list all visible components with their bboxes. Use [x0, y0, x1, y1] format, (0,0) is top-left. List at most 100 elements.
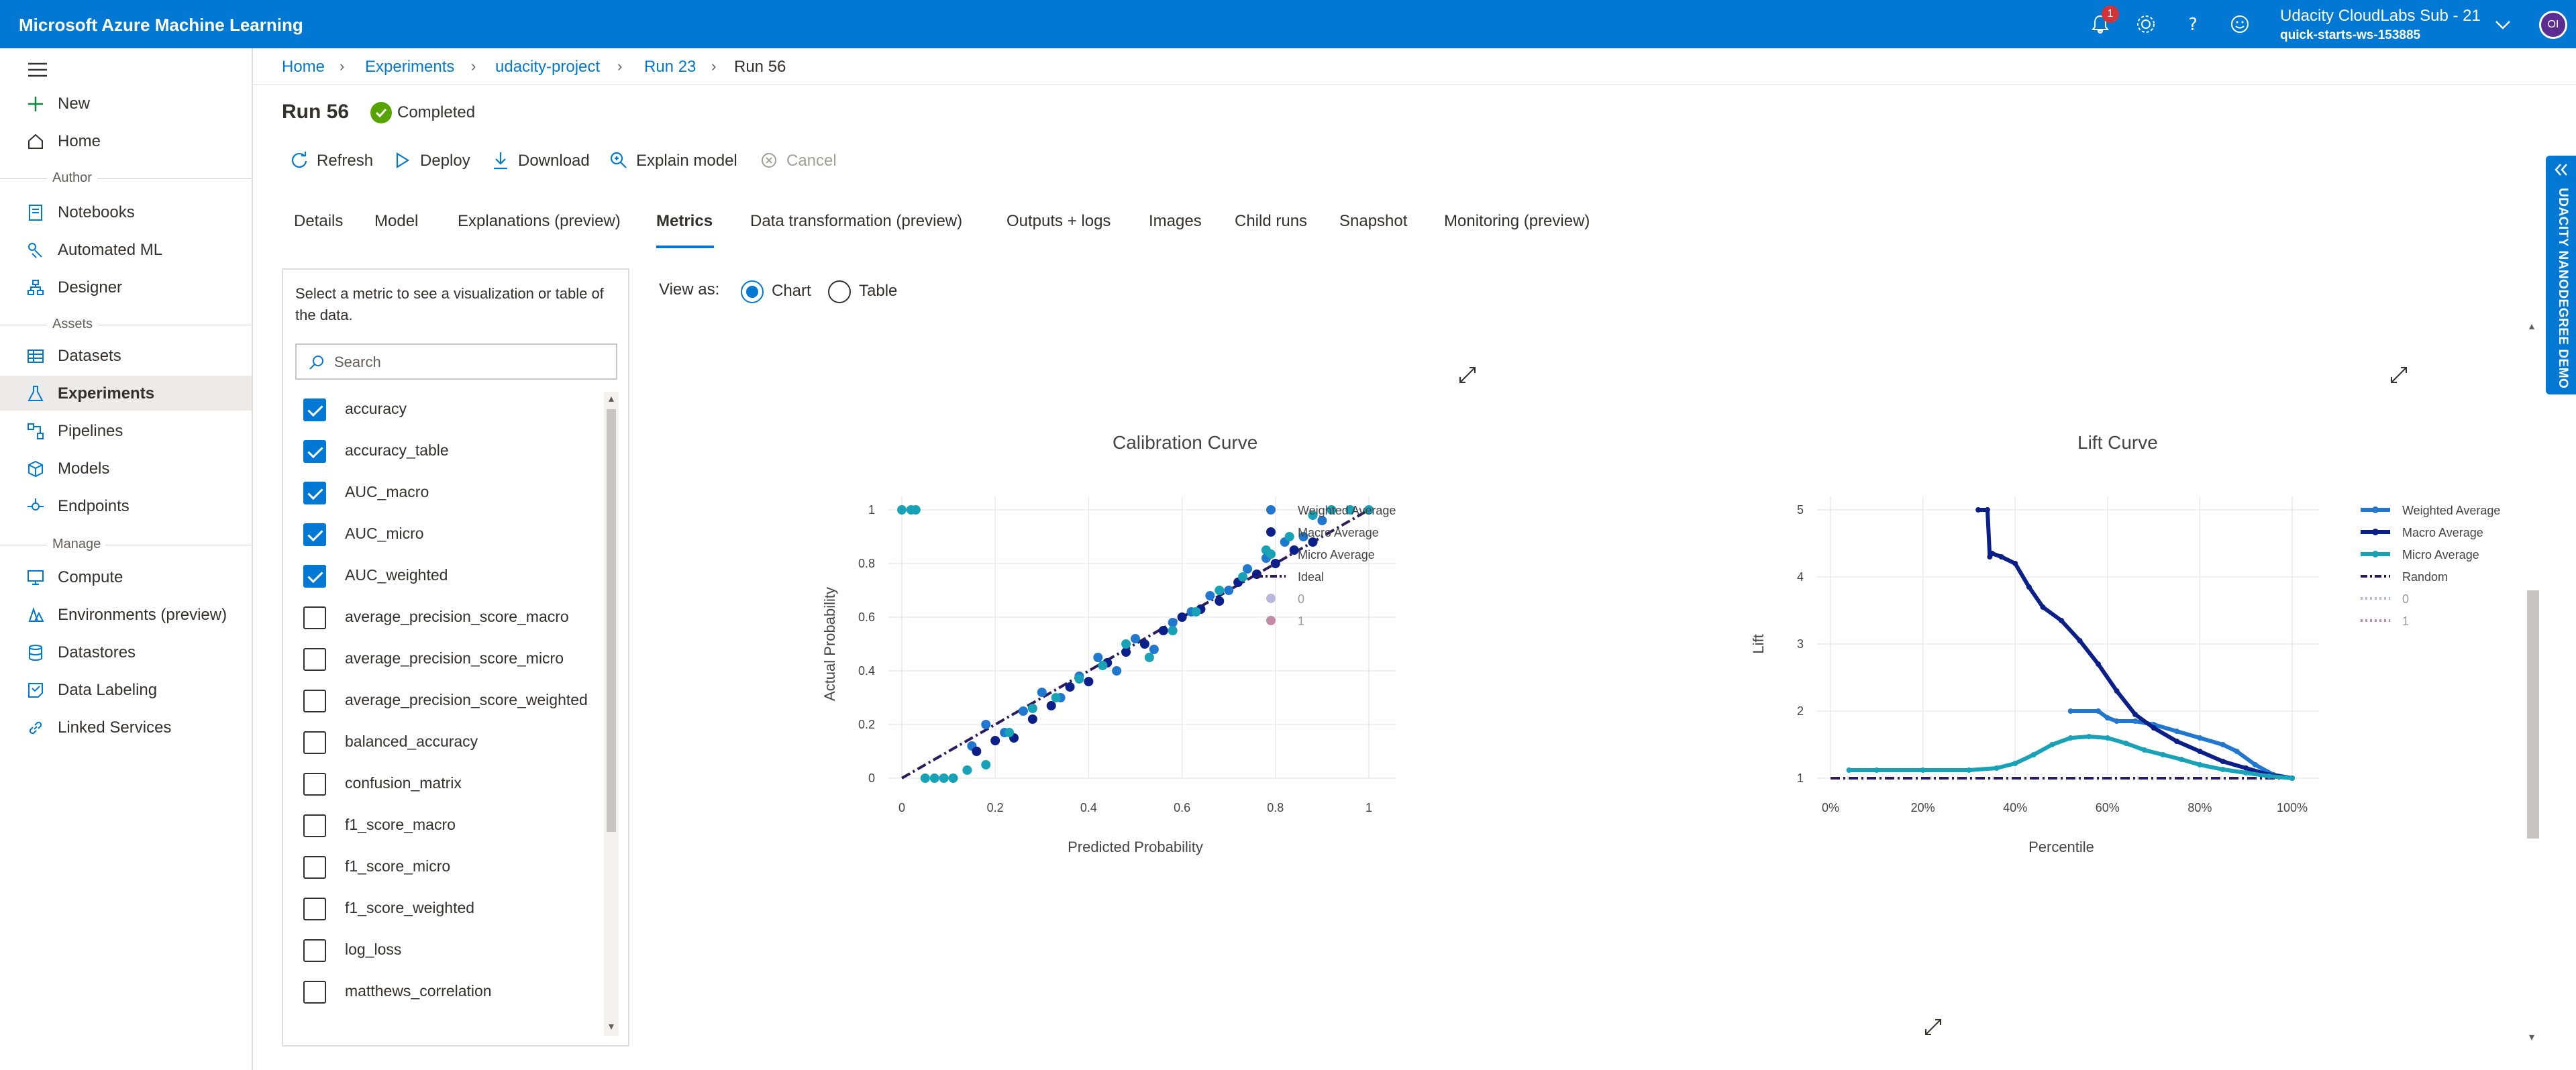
metric-list-item[interactable]: f1_score_weighted: [295, 891, 601, 924]
tab-details[interactable]: Details: [294, 212, 344, 230]
breadcrumb-home[interactable]: Home: [282, 58, 325, 76]
metric-checkbox[interactable]: [303, 814, 326, 837]
scroll-down-icon[interactable]: ▾: [608, 1021, 615, 1032]
breadcrumb-parent-run[interactable]: Run 23: [644, 58, 697, 76]
y-tick-label: 5: [1797, 503, 1804, 517]
metric-checkbox[interactable]: [303, 939, 326, 962]
search-input[interactable]: [334, 353, 603, 372]
data-point: [2174, 739, 2179, 744]
metric-list-item[interactable]: matthews_correlation: [295, 974, 601, 1008]
metric-list-item[interactable]: confusion_matrix: [295, 766, 601, 800]
settings-button[interactable]: [2132, 11, 2159, 38]
legend-label: 1: [1298, 614, 1304, 628]
expand-chart-button[interactable]: [1456, 364, 1479, 386]
metric-list-item[interactable]: average_precision_score_macro: [295, 600, 601, 633]
legend-label: Weighted Average: [1298, 504, 1396, 517]
tab-monitoring[interactable]: Monitoring (preview): [1444, 212, 1590, 230]
nav-item-compute[interactable]: Compute: [0, 559, 252, 594]
metric-list-item[interactable]: f1_score_micro: [295, 849, 601, 883]
scroll-down-icon[interactable]: ▾: [2528, 1032, 2535, 1043]
metric-checkbox[interactable]: [303, 773, 326, 796]
metric-list-item[interactable]: average_precision_score_weighted: [295, 683, 601, 716]
scroll-up-icon[interactable]: ▴: [608, 393, 615, 405]
notebook-icon: [29, 205, 42, 221]
data-point: [2178, 757, 2184, 762]
metric-list-item[interactable]: AUC_weighted: [295, 558, 601, 592]
expand-chart-button[interactable]: [2387, 364, 2410, 386]
data-point: [2104, 735, 2110, 741]
tab-data-transformation[interactable]: Data transformation (preview): [750, 212, 963, 230]
metric-list-item[interactable]: accuracy_table: [295, 433, 601, 467]
nav-item-data-labeling[interactable]: Data Labeling: [0, 672, 252, 707]
scroll-up-icon[interactable]: ▴: [2528, 321, 2535, 332]
metric-list-item[interactable]: accuracy: [295, 392, 601, 425]
nav-item-environments[interactable]: Environments (preview): [0, 597, 252, 632]
metric-list-item[interactable]: average_precision_score_micro: [295, 641, 601, 675]
metric-checkbox[interactable]: [303, 898, 326, 920]
data-point: [2012, 561, 2018, 566]
metric-checkbox[interactable]: [303, 440, 326, 463]
x-tick-label: 0.6: [1174, 801, 1190, 814]
nav-label: Compute: [58, 568, 123, 586]
metric-checkbox[interactable]: [303, 648, 326, 671]
hamburger-menu-button[interactable]: [27, 60, 48, 79]
tab-snapshot[interactable]: Snapshot: [1339, 212, 1408, 230]
metric-checkbox[interactable]: [303, 565, 326, 588]
notifications-button[interactable]: 1: [2087, 5, 2119, 38]
account-name[interactable]: Udacity CloudLabs Sub - 21: [2280, 7, 2481, 25]
data-point: [1098, 661, 1108, 670]
metric-search-box[interactable]: [295, 343, 617, 380]
breadcrumb-experiment[interactable]: udacity-project: [495, 58, 601, 76]
metric-list-item[interactable]: AUC_macro: [295, 475, 601, 509]
metric-checkbox[interactable]: [303, 482, 326, 504]
avatar[interactable]: OI: [2539, 11, 2567, 39]
side-banner[interactable]: UDACITY NANODEGREE DEMO: [2546, 156, 2576, 394]
metric-checkbox[interactable]: [303, 981, 326, 1004]
data-point: [1177, 612, 1187, 622]
metric-checkbox[interactable]: [303, 606, 326, 629]
workspace-name[interactable]: quick-starts-ws-153885: [2280, 28, 2421, 42]
tab-model[interactable]: Model: [374, 212, 419, 230]
metric-checkbox[interactable]: [303, 523, 326, 546]
help-button[interactable]: ?: [2179, 11, 2206, 38]
metric-list-item[interactable]: AUC_micro: [295, 517, 601, 550]
content-scrollbar[interactable]: ▴ ▾: [2524, 321, 2540, 1047]
metric-checkbox[interactable]: [303, 731, 326, 754]
metric-list-item[interactable]: f1_score_macro: [295, 808, 601, 841]
expand-chart-button[interactable]: [1922, 1016, 1945, 1038]
tab-explanations[interactable]: Explanations (preview): [458, 212, 621, 230]
experiments-icon: [28, 386, 44, 401]
nav-item-pipelines[interactable]: Pipelines: [0, 413, 252, 448]
datastores-icon: [29, 645, 42, 661]
radio-table[interactable]: [828, 280, 851, 303]
tab-images[interactable]: Images: [1149, 212, 1202, 230]
tab-child-runs[interactable]: Child runs: [1235, 212, 1308, 230]
feedback-button[interactable]: [2226, 11, 2253, 38]
nav-item-endpoints[interactable]: Endpoints: [0, 488, 252, 523]
nav-item-experiments[interactable]: Experiments: [0, 376, 252, 411]
metric-list-item[interactable]: log_loss: [295, 932, 601, 966]
metric-checkbox[interactable]: [303, 398, 326, 421]
nav-item-designer[interactable]: Designer: [0, 270, 252, 305]
nav-item-models[interactable]: Models: [0, 451, 252, 486]
account-dropdown[interactable]: [2489, 11, 2516, 38]
breadcrumb-experiments[interactable]: Experiments: [365, 58, 455, 76]
tab-outputs-logs[interactable]: Outputs + logs: [1007, 212, 1111, 230]
nav-item-linked-services[interactable]: Linked Services: [0, 710, 252, 745]
nav-item-home[interactable]: Home: [0, 123, 252, 158]
metric-list-scrollbar[interactable]: ▴ ▾: [604, 392, 619, 1036]
y-tick-label: 0.2: [858, 718, 875, 731]
metric-checkbox[interactable]: [303, 690, 326, 712]
tab-metrics[interactable]: Metrics: [656, 212, 713, 230]
nav-item-notebooks[interactable]: Notebooks: [0, 195, 252, 229]
metric-list-item[interactable]: balanced_accuracy: [295, 725, 601, 758]
nav-item-automated-ml[interactable]: Automated ML: [0, 232, 252, 267]
radio-chart[interactable]: [741, 280, 764, 303]
view-as-label: View as:: [659, 280, 720, 299]
metric-checkbox[interactable]: [303, 856, 326, 879]
nav-item-datasets[interactable]: Datasets: [0, 338, 252, 373]
scrollbar-thumb[interactable]: [607, 409, 616, 832]
scrollbar-thumb[interactable]: [2527, 590, 2539, 839]
nav-item-datastores[interactable]: Datastores: [0, 635, 252, 670]
nav-item-new[interactable]: New: [0, 86, 252, 121]
